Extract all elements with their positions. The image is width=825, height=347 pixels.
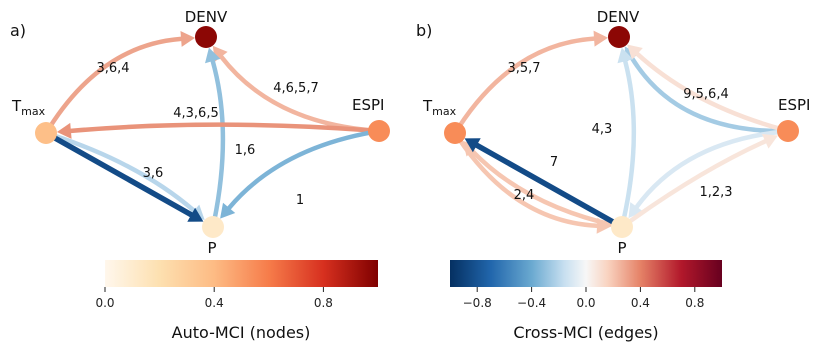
panel-b-label: b) xyxy=(416,21,432,40)
colorbar-tick-label: 0.0 xyxy=(95,296,114,310)
node-label-tmax: Tmax xyxy=(422,97,457,118)
colorbar-tick-label: −0.4 xyxy=(517,296,546,310)
node-label-tmax: Tmax xyxy=(11,97,46,118)
edge-label: 1 xyxy=(296,193,304,208)
node-label-p: P xyxy=(617,239,626,257)
colorbar-gradient xyxy=(105,260,378,287)
panel-a-nodes xyxy=(35,26,390,238)
edge-p-to-tmax xyxy=(474,142,619,227)
edge-arrowhead xyxy=(627,44,643,60)
edge-p-to-denv xyxy=(210,58,226,223)
edge-label: 3,6,4 xyxy=(96,61,129,76)
colorbar-auto-mci: 0.0 0.4 0.8 Auto-MCI (nodes) xyxy=(95,260,378,342)
node-denv xyxy=(195,26,217,48)
edge-arrowhead xyxy=(596,217,612,234)
edge-p-to-denv xyxy=(621,58,637,223)
panel-b-nodes xyxy=(444,26,799,238)
node-p xyxy=(611,216,633,238)
colorbar-tick-label: 0.4 xyxy=(205,296,224,310)
edge-arrowhead xyxy=(205,47,221,64)
node-label-espi: ESPI xyxy=(778,96,810,114)
node-espi xyxy=(777,120,799,142)
node-label-espi: ESPI xyxy=(352,96,384,114)
edge-arrowhead xyxy=(617,47,633,64)
edge-tmax-to-p xyxy=(50,132,197,213)
edge-espi-to-p xyxy=(634,129,784,210)
edge-label: 1,2,3 xyxy=(699,185,732,200)
edge-arrowhead xyxy=(56,122,72,139)
colorbar-tick-label: 0.4 xyxy=(631,296,650,310)
colorbar-tick-label: 0.8 xyxy=(685,296,704,310)
panel-b: b) 3,5,7 9,5,6,4 4,3 7 2,4 1,2,3 DENV Tmax ES… xyxy=(416,8,810,257)
colorbar-ticks: −0.8 −0.4 0.0 0.4 0.8 xyxy=(463,287,704,310)
edge-label: 9,5,6,4 xyxy=(683,87,728,102)
edge-arrowhead xyxy=(761,134,778,149)
edge-p-to-tmax xyxy=(470,148,618,228)
node-label-p: P xyxy=(207,239,216,257)
edge-espi-to-tmax xyxy=(68,122,375,134)
panel-b-edge-labels: 3,5,7 9,5,6,4 4,3 7 2,4 1,2,3 xyxy=(507,61,732,203)
edge-tmax-to-p xyxy=(49,133,194,218)
edge-tmax-to-p xyxy=(456,136,600,229)
node-denv xyxy=(608,26,630,48)
panel-b-edges xyxy=(456,30,784,234)
node-p xyxy=(202,216,224,238)
edge-label: 7 xyxy=(550,155,558,170)
edge-label: 3,6 xyxy=(143,166,164,181)
edge-arrowhead xyxy=(464,138,481,153)
edge-label: 3,5,7 xyxy=(507,61,540,76)
node-tmax xyxy=(35,122,57,144)
panel-a-label: a) xyxy=(10,21,26,40)
edge-espi-to-denv xyxy=(635,51,784,132)
colorbar-title: Auto-MCI (nodes) xyxy=(172,323,311,342)
edge-arrowhead xyxy=(180,30,196,47)
colorbar-tick-label: −0.8 xyxy=(463,296,492,310)
colorbar-tick-label: 0.0 xyxy=(576,296,595,310)
edge-arrowhead xyxy=(593,30,609,47)
edge-p-to-espi xyxy=(625,139,768,226)
edge-label: 4,3 xyxy=(592,122,613,137)
colorbar-gradient xyxy=(450,260,722,287)
panel-a-edge-labels: 3,6,4 4,6,5,7 4,3,6,5 1,6 3,6 1 xyxy=(96,61,318,208)
node-espi xyxy=(368,120,390,142)
edge-espi-to-p xyxy=(226,129,375,211)
edge-label: 1,6 xyxy=(235,143,256,158)
node-label-denv: DENV xyxy=(597,8,640,26)
colorbar-title: Cross-MCI (edges) xyxy=(513,323,658,342)
edge-tmax-to-denv xyxy=(456,36,597,130)
panel-a-edges xyxy=(47,30,375,223)
colorbar-cross-mci: −0.8 −0.4 0.0 0.4 0.8 Cross-MCI (edges) xyxy=(450,260,722,342)
edge-arrowhead xyxy=(628,202,644,219)
colorbar-ticks: 0.0 0.4 0.8 xyxy=(95,287,333,310)
colorbar-tick-label: 0.8 xyxy=(314,296,333,310)
node-tmax xyxy=(444,122,466,144)
edge-arrowhead xyxy=(220,202,236,219)
edge-label: 2,4 xyxy=(514,188,535,203)
edge-arrowhead xyxy=(187,207,204,222)
panel-a: a) 3,6,44,6,5,74,3,6,51,63,61 DENV Tmax … xyxy=(10,8,390,257)
node-label-denv: DENV xyxy=(185,8,228,26)
edge-label: 4,6,5,7 xyxy=(273,81,318,96)
edge-label: 4,3,6,5 xyxy=(173,106,218,121)
edge-tmax-to-denv xyxy=(47,36,184,130)
edge-espi-to-denv xyxy=(629,56,784,134)
